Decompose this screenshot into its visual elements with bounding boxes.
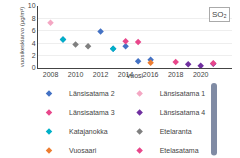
svg-text:8: 8 [32, 15, 36, 22]
svg-text:0: 0 [32, 64, 36, 71]
svg-text:2: 2 [32, 52, 36, 59]
svg-text:Katajanokka: Katajanokka [69, 128, 108, 136]
svg-text:Länsisatama 2: Länsisatama 2 [69, 90, 115, 97]
svg-text:Länsisatama 3: Länsisatama 3 [69, 109, 115, 116]
svg-text:2020: 2020 [193, 71, 209, 78]
svg-text:SO₂: SO₂ [212, 10, 227, 19]
svg-text:Etelasatama: Etelasatama [160, 147, 199, 154]
svg-text:Vuosaari: Vuosaari [69, 147, 97, 154]
svg-text:6: 6 [32, 27, 36, 34]
svg-text:Länsisatama 1: Länsisatama 1 [160, 90, 206, 97]
svg-text:4: 4 [32, 40, 36, 47]
svg-text:vuosi: vuosi [127, 72, 144, 79]
svg-text:2016: 2016 [143, 71, 159, 78]
svg-text:Etelaranta: Etelaranta [160, 128, 192, 135]
svg-text:2018: 2018 [168, 71, 184, 78]
svg-text:vuosikeskiarvo (μg/m³): vuosikeskiarvo (μg/m³) [19, 7, 25, 67]
svg-text:2010: 2010 [68, 71, 84, 78]
svg-text:2014: 2014 [118, 71, 134, 78]
svg-text:2008: 2008 [43, 71, 59, 78]
svg-text:Länsisatama 4: Länsisatama 4 [160, 109, 206, 116]
svg-text:10: 10 [28, 2, 36, 9]
svg-text:2012: 2012 [93, 71, 109, 78]
